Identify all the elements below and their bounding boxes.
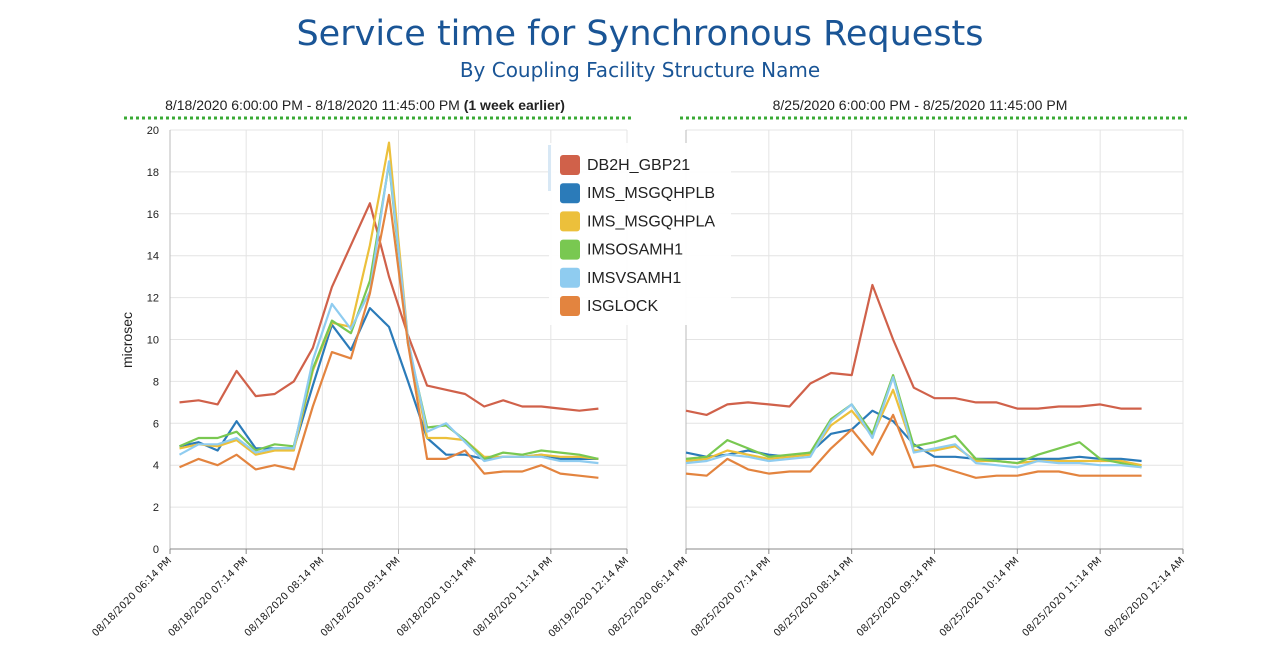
- y-axis-label: microsec: [119, 312, 135, 368]
- y-tick-label: 8: [153, 376, 159, 388]
- series-line-isglock: [685, 413, 1142, 479]
- x-tick-label: 08/18/2020 06:14 PM: [90, 555, 174, 639]
- series-line-ims-msgqhpla: [685, 388, 1142, 467]
- legend-scroll-indicator: [548, 145, 551, 191]
- series-line-db2h-gbp21: [685, 283, 1142, 416]
- legend-swatch: [560, 183, 580, 204]
- x-tick-label: 08/18/2020 07:14 PM: [167, 555, 251, 639]
- series-line-isglock: [179, 193, 599, 479]
- y-tick-label: 12: [147, 293, 159, 305]
- x-tick-label: 08/18/2020 10:14 PM: [395, 555, 479, 639]
- series-line-imsosamh1: [179, 162, 599, 460]
- series-line-imsvsamh1: [685, 376, 1142, 469]
- y-tick-label: 16: [147, 209, 159, 221]
- chart-subtitle: By Coupling Facility Structure Name: [459, 58, 821, 82]
- y-tick-label: 6: [153, 418, 159, 430]
- panel-header-range: 8/18/2020 6:00:00 PM - 8/18/2020 11:45:0…: [165, 97, 464, 113]
- legend-swatch: [560, 155, 580, 175]
- y-tick-label: 2: [153, 502, 159, 514]
- y-tick-label: 18: [147, 167, 159, 179]
- chart-title: Service time for Synchronous Requests: [296, 14, 984, 54]
- x-tick-label: 08/25/2020 09:14 PM: [855, 555, 939, 639]
- series-line-db2h-gbp21: [179, 202, 599, 412]
- legend-label: IMS_MSGQHPLB: [587, 185, 715, 202]
- y-tick-label: 10: [147, 335, 159, 347]
- y-tick-label: 14: [147, 251, 159, 263]
- legend: DB2H_GBP21 IMS_MSGQHPLB IMS_MSGQHPLA IMSOSA…: [548, 143, 731, 325]
- legend-swatch: [560, 211, 580, 232]
- legend-label: DB2H_GBP21: [587, 157, 690, 174]
- x-tick-label: 08/25/2020 07:14 PM: [689, 555, 773, 639]
- legend-swatch: [560, 267, 580, 288]
- x-tick-label: 08/18/2020 11:14 PM: [471, 555, 555, 639]
- legend-label: IMS_MSGQHPLA: [587, 213, 715, 230]
- panel-header: 8/18/2020 6:00:00 PM - 8/18/2020 11:45:0…: [165, 97, 565, 113]
- series-line-imsvsamh1: [178, 160, 599, 465]
- legend-label: ISGLOCK: [587, 298, 658, 315]
- legend-swatch: [560, 296, 580, 316]
- y-tick-label: 4: [153, 460, 159, 472]
- legend-label: IMSOSAMH1: [587, 242, 683, 259]
- legend-label: IMSVSAMH1: [587, 270, 681, 287]
- panel-header: 8/25/2020 6:00:00 PM - 8/25/2020 11:45:0…: [773, 97, 1068, 113]
- x-tick-label: 08/25/2020 11:14 PM: [1021, 555, 1105, 639]
- series-line-imsosamh1: [685, 374, 1142, 469]
- x-tick-label: 08/26/2020 12:14 AM: [1103, 555, 1187, 639]
- y-tick-label: 20: [147, 125, 159, 137]
- x-tick-label: 08/18/2020 08:14 PM: [243, 555, 327, 639]
- series-line-ims-msgqhpla: [179, 141, 599, 460]
- x-tick-label: 08/18/2020 09:14 PM: [319, 555, 403, 639]
- x-tick-label: 08/25/2020 08:14 PM: [772, 555, 856, 639]
- panel-header-range: 8/25/2020 6:00:00 PM - 8/25/2020 11:45:0…: [773, 97, 1068, 113]
- panel-header-suffix: (1 week earlier): [464, 97, 565, 113]
- y-tick-label: 0: [153, 544, 159, 556]
- x-tick-label: 08/25/2020 10:14 PM: [938, 555, 1022, 639]
- legend-swatch: [560, 239, 580, 260]
